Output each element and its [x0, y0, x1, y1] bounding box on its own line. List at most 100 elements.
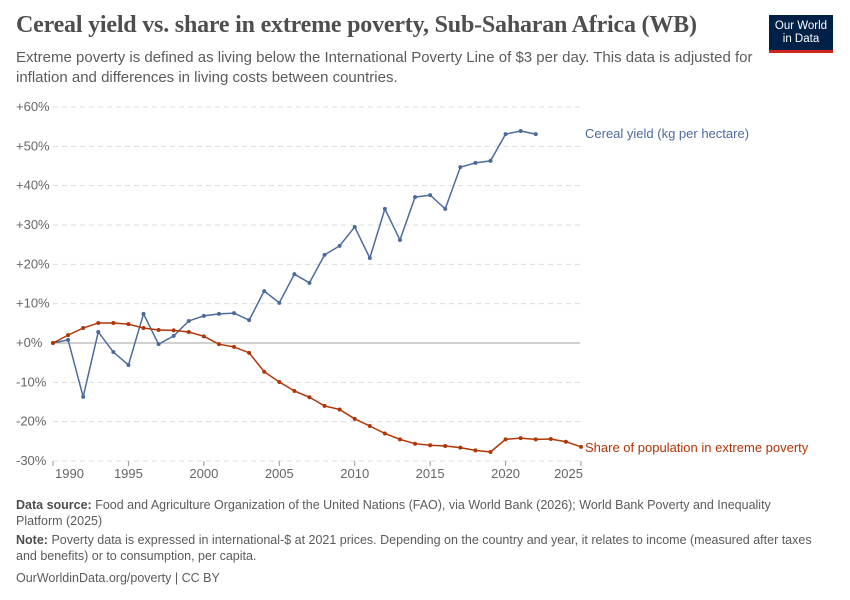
y-tick-label: -20%	[16, 414, 47, 429]
x-tick-label: 2000	[189, 466, 218, 481]
data-point	[473, 448, 478, 453]
data-point	[503, 437, 508, 442]
credit-link[interactable]: OurWorldinData.org/poverty | CC BY	[16, 571, 220, 585]
data-point	[367, 423, 372, 428]
y-tick-label: +50%	[16, 138, 50, 153]
data-point	[171, 328, 176, 333]
data-point	[382, 431, 387, 436]
data-point	[518, 128, 523, 133]
data-point	[548, 436, 553, 441]
data-point	[292, 272, 297, 277]
x-tick-label: 2025	[554, 466, 583, 481]
data-point	[337, 407, 342, 412]
data-point	[141, 326, 146, 331]
logo-line-2: in Data	[782, 32, 820, 45]
y-tick-label: +40%	[16, 178, 50, 193]
y-tick-label: +0%	[16, 335, 43, 350]
data-point	[352, 416, 357, 421]
data-point	[533, 437, 538, 442]
data-point	[186, 318, 191, 323]
data-point	[156, 328, 161, 333]
data-point	[126, 363, 131, 368]
data-point	[201, 313, 206, 318]
x-tick-label: 2015	[416, 466, 445, 481]
series-label: Cereal yield (kg per hectare)	[585, 126, 749, 141]
data-point	[428, 193, 433, 198]
y-tick-label: +60%	[16, 99, 50, 114]
data-point	[81, 326, 86, 331]
data-point	[413, 441, 418, 446]
x-tick-label: 2020	[491, 466, 520, 481]
data-point	[579, 444, 583, 449]
y-tick-label: +20%	[16, 256, 50, 271]
data-point	[458, 165, 463, 170]
y-tick-label: +30%	[16, 217, 50, 232]
data-source: Data source: Food and Agriculture Organi…	[16, 497, 816, 529]
data-point	[322, 403, 327, 408]
note: Note: Poverty data is expressed in inter…	[16, 532, 816, 564]
source-text: Food and Agriculture Organization of the…	[16, 498, 771, 528]
data-point	[382, 206, 387, 211]
y-tick-label: -10%	[16, 374, 47, 389]
data-point	[352, 224, 357, 229]
data-point	[397, 437, 402, 442]
chart-title: Cereal yield vs. share in extreme povert…	[16, 12, 697, 38]
note-label: Note:	[16, 533, 48, 547]
data-point	[292, 388, 297, 393]
data-point	[563, 439, 568, 444]
data-point	[488, 449, 493, 454]
data-point	[201, 334, 206, 339]
x-tick-label: 2005	[265, 466, 294, 481]
data-point	[66, 337, 71, 342]
data-point	[518, 436, 523, 441]
data-point	[337, 243, 342, 248]
data-point	[458, 445, 463, 450]
owid-logo[interactable]: Our World in Data	[769, 15, 833, 53]
data-point	[533, 132, 538, 137]
data-point	[503, 132, 508, 137]
data-point	[81, 394, 86, 399]
logo-line-1: Our World	[774, 19, 828, 32]
data-point	[216, 311, 221, 316]
data-point	[413, 195, 418, 200]
data-point	[443, 444, 448, 449]
data-point	[232, 344, 237, 349]
data-point	[111, 320, 116, 325]
data-point	[171, 333, 176, 338]
data-point	[397, 237, 402, 242]
series-line	[52, 322, 582, 453]
data-point	[307, 280, 312, 285]
data-point	[367, 256, 372, 261]
x-tick-label: 1995	[114, 466, 143, 481]
data-point	[473, 160, 478, 165]
note-text: Poverty data is expressed in internation…	[16, 533, 812, 563]
data-point	[51, 341, 55, 345]
data-point	[111, 350, 116, 355]
data-point	[126, 322, 131, 327]
x-tick-label: 1990	[55, 466, 84, 481]
chart-subtitle: Extreme poverty is defined as living bel…	[16, 49, 753, 86]
data-point	[141, 311, 146, 316]
data-point	[232, 311, 237, 316]
source-label: Data source:	[16, 498, 92, 512]
data-point	[96, 320, 101, 325]
data-point	[277, 300, 282, 305]
data-point	[428, 443, 433, 448]
data-point	[216, 342, 221, 347]
data-point	[277, 379, 282, 384]
data-point	[307, 395, 312, 400]
data-point	[443, 206, 448, 211]
data-point	[322, 252, 327, 257]
data-point	[156, 342, 161, 347]
data-point	[186, 329, 191, 334]
data-point	[488, 158, 493, 163]
data-point	[262, 289, 267, 294]
series-label: Share of population in extreme poverty	[585, 440, 809, 455]
data-point	[247, 318, 252, 323]
y-tick-label: -30%	[16, 453, 47, 468]
x-tick-label: 2010	[340, 466, 369, 481]
y-tick-label: +10%	[16, 296, 50, 311]
data-point	[96, 329, 101, 334]
data-point	[66, 333, 71, 338]
